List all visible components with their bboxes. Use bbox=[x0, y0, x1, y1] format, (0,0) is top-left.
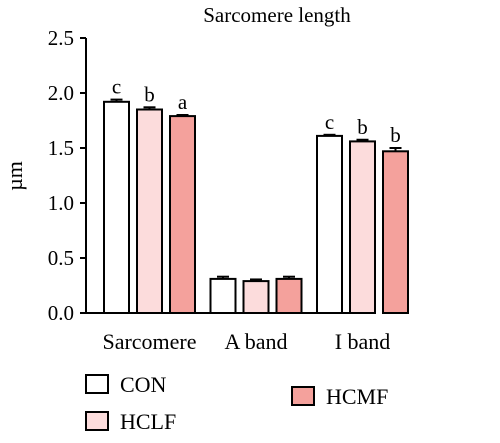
bar-hcmf bbox=[382, 150, 409, 314]
bar-con bbox=[103, 100, 130, 314]
chart-title: Sarcomere length bbox=[203, 3, 351, 27]
legend-swatch-hcmf bbox=[291, 386, 315, 406]
bar-hcmf bbox=[275, 277, 303, 314]
y-tick-label: 0.0 bbox=[48, 301, 74, 325]
legend: CON HCLF HCMF bbox=[85, 372, 388, 434]
bar-con bbox=[209, 277, 237, 314]
significance-label: a bbox=[178, 90, 188, 114]
legend-label-con: CON bbox=[120, 372, 167, 397]
bar-hcmf bbox=[169, 115, 196, 314]
y-tick-label: 1.5 bbox=[48, 136, 74, 160]
y-tick-label: 2.5 bbox=[48, 26, 74, 50]
significance-label: b bbox=[357, 115, 368, 139]
y-axis-label: µm bbox=[2, 161, 27, 191]
y-tick-label: 1.0 bbox=[48, 191, 74, 215]
legend-label-hclf: HCLF bbox=[120, 409, 176, 434]
bar-con bbox=[316, 134, 343, 314]
significance-label: b bbox=[144, 82, 155, 106]
y-tick-label: 0.5 bbox=[48, 246, 74, 270]
significance-label: b bbox=[390, 123, 401, 147]
significance-label: c bbox=[325, 110, 334, 134]
category-label: A band bbox=[225, 329, 288, 354]
legend-label-hcmf: HCMF bbox=[326, 384, 388, 409]
significance-label: c bbox=[112, 75, 121, 99]
legend-swatch-con bbox=[85, 374, 109, 394]
category-label: I band bbox=[335, 329, 391, 354]
bar-hclf bbox=[242, 280, 270, 315]
category-label: Sarcomere bbox=[102, 329, 196, 354]
bar-hclf bbox=[349, 140, 376, 314]
bar-hclf bbox=[136, 108, 163, 314]
y-tick-label: 2.0 bbox=[48, 81, 74, 105]
legend-swatch-hclf bbox=[85, 411, 109, 431]
